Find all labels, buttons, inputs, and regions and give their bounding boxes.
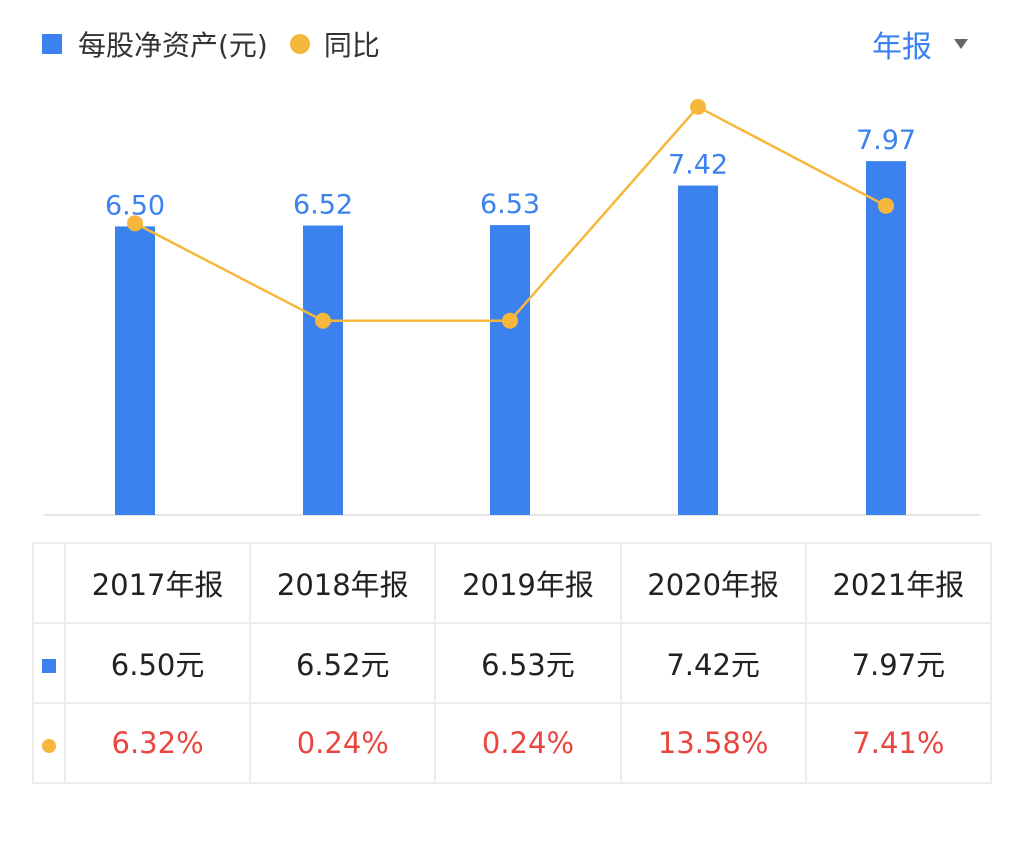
period-selector[interactable]: 年报 <box>872 22 968 66</box>
bar-2019年报[interactable] <box>490 225 530 515</box>
pct-point-2018年报[interactable] <box>315 312 331 329</box>
table-cell: 0.24% <box>434 702 622 784</box>
pct-point-2021年报[interactable] <box>878 197 894 214</box>
pct-point-2017年报[interactable] <box>127 215 143 232</box>
bar-2020年报[interactable] <box>678 185 718 515</box>
table-cell: 6.50元 <box>63 622 252 704</box>
table-marker-cell <box>32 702 66 784</box>
legend-bar-label: 每股净资产(元) <box>78 29 268 62</box>
table-header-cell: 2021年报 <box>804 542 993 624</box>
table-cell: 7.42元 <box>619 622 807 704</box>
table-header-cell: 2017年报 <box>63 542 252 624</box>
combo-chart: 6.50 6.52 6.537.427.97 <box>44 98 980 516</box>
legend-item-line[interactable]: 同比 <box>289 24 380 64</box>
table-corner-cell <box>32 542 66 624</box>
legend-bar-swatch <box>42 34 62 54</box>
legend-item-bar[interactable]: 每股净资产(元) <box>42 24 268 64</box>
bar-2018年报[interactable] <box>303 225 343 515</box>
bar-data-label: 6.52 <box>293 190 353 221</box>
table-header-row: 2017年报 2018年报 2019年报 2020年报 2021年报 <box>32 542 993 624</box>
bar-data-label: 7.97 <box>856 125 916 156</box>
bar-series-marker <box>42 659 56 673</box>
bar-2017年报[interactable] <box>115 226 155 515</box>
table-cell: 6.53元 <box>434 622 622 704</box>
bar-data-label: 7.42 <box>668 150 728 181</box>
pct-point-2019年报[interactable] <box>502 312 518 329</box>
table-cell: 13.58% <box>619 702 807 784</box>
table-row-bar: 6.50元 6.52元 6.53元 7.42元 7.97元 <box>32 622 993 704</box>
table-header-cell: 2018年报 <box>249 542 437 624</box>
table-header-cell: 2020年报 <box>619 542 807 624</box>
pct-point-2020年报[interactable] <box>690 98 706 115</box>
table-row-pct: 6.32% 0.24% 0.24% 13.58% 7.41% <box>32 702 993 784</box>
table-cell: 6.32% <box>63 702 252 784</box>
caret-down-icon <box>954 39 968 49</box>
table-cell: 7.41% <box>804 702 993 784</box>
bar-data-label: 6.53 <box>480 189 540 220</box>
data-table: 2017年报 2018年报 2019年报 2020年报 2021年报 6.50元… <box>32 542 993 784</box>
table-marker-cell <box>32 622 66 704</box>
legend-line-label: 同比 <box>323 29 380 62</box>
table-cell: 6.52元 <box>249 622 437 704</box>
period-selector-value: 年报 <box>872 30 932 65</box>
chart-legend: 每股净资产(元) 同比 <box>42 22 402 66</box>
table-cell: 0.24% <box>249 702 437 784</box>
line-series-marker <box>42 739 56 753</box>
table-header-cell: 2019年报 <box>434 542 622 624</box>
bar-2021年报[interactable] <box>866 161 906 515</box>
table-cell: 7.97元 <box>804 622 993 704</box>
legend-line-swatch <box>289 34 310 54</box>
